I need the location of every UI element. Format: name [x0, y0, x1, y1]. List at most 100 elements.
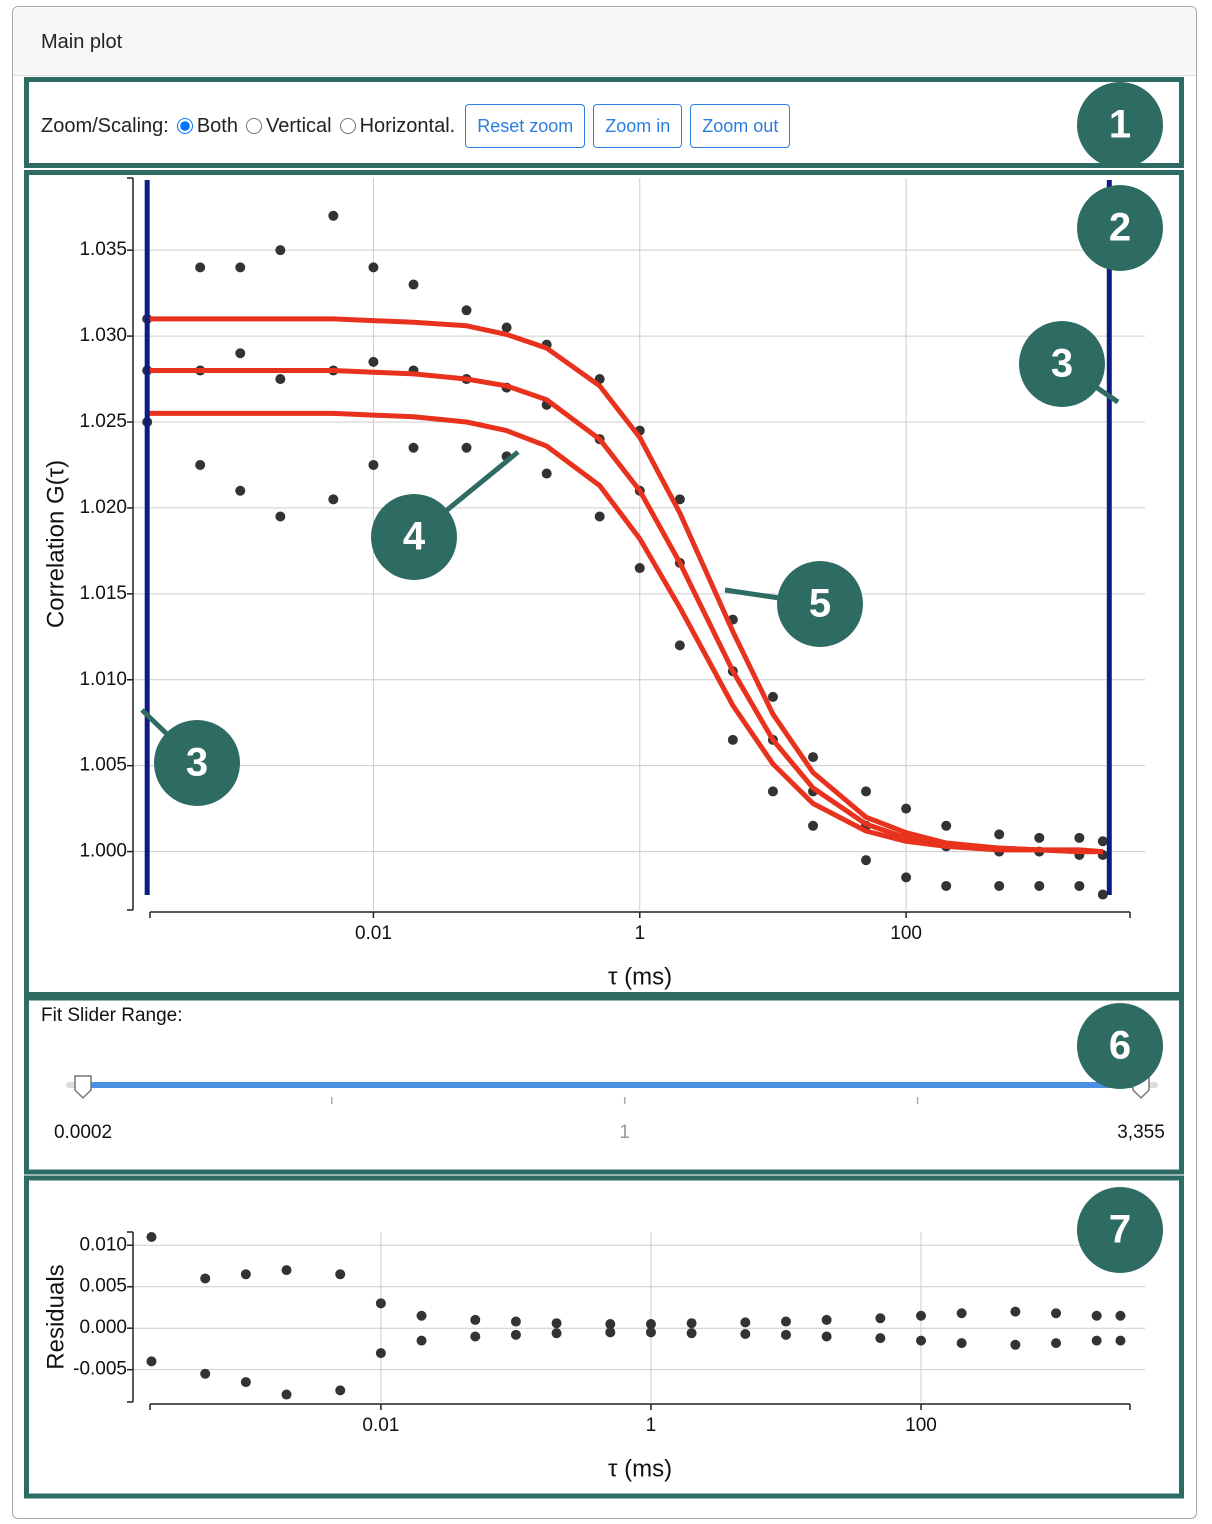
x-tick-label: 1	[634, 923, 645, 944]
button[interactable]: Zoom in	[593, 104, 683, 148]
data-point	[1034, 880, 1045, 891]
data-point	[780, 1329, 791, 1340]
data-point	[375, 1298, 386, 1309]
radio[interactable]	[339, 118, 356, 134]
y-tick-label: 1.025	[79, 411, 127, 432]
data-point	[605, 1327, 616, 1338]
data-point	[275, 245, 286, 256]
radio-label: Both	[196, 114, 238, 137]
data-point	[861, 855, 872, 866]
data-point	[956, 1308, 967, 1319]
data-point	[875, 1313, 886, 1324]
data-point	[328, 494, 339, 505]
radio[interactable]	[246, 118, 262, 134]
data-point	[195, 262, 206, 273]
y-tick-label: 1.015	[79, 583, 127, 604]
data-point	[275, 511, 286, 522]
data-point	[1051, 1308, 1062, 1319]
slider-label: Fit Slider Range:	[41, 1005, 183, 1026]
data-point	[501, 322, 512, 333]
data-point	[740, 1317, 751, 1328]
data-point	[335, 1269, 346, 1280]
data-point	[1034, 832, 1045, 843]
y-tick-label: 0.005	[79, 1276, 127, 1297]
data-point	[235, 348, 246, 359]
data-point	[821, 1331, 832, 1342]
data-point	[956, 1338, 967, 1349]
x-axis-label: τ (ms)	[608, 963, 672, 990]
panel	[24, 170, 1184, 997]
button[interactable]: Zoom out	[690, 104, 791, 148]
data-point	[368, 459, 379, 470]
y-axis-label: Residuals	[42, 1264, 69, 1369]
card: Main plot	[12, 6, 1197, 1519]
data-point	[767, 786, 778, 797]
data-point	[240, 1269, 251, 1280]
x-tick-label: 100	[890, 923, 922, 944]
data-point	[368, 262, 379, 273]
data-point	[634, 563, 645, 574]
y-tick-label: 1.030	[79, 325, 127, 346]
data-point	[916, 1335, 927, 1346]
data-point	[994, 829, 1005, 840]
data-point	[408, 442, 419, 453]
data-point	[740, 1329, 751, 1339]
panel	[24, 995, 1184, 1175]
slider-value-label: 3,355	[1117, 1122, 1165, 1143]
data-point	[674, 640, 685, 651]
y-axis-label: Correlation G(τ)	[42, 460, 69, 628]
data-point	[470, 1331, 481, 1342]
data-point	[551, 1318, 562, 1329]
data-point	[541, 468, 552, 479]
radio-label: Vertical	[266, 114, 332, 137]
data-point	[1115, 1310, 1126, 1321]
x-tick-label: 100	[905, 1415, 937, 1436]
data-point	[146, 1356, 157, 1367]
data-point	[875, 1333, 886, 1344]
slider-handle[interactable]	[74, 1075, 92, 1100]
data-point	[1074, 832, 1085, 843]
data-point	[375, 1348, 386, 1359]
data-point	[674, 494, 685, 505]
data-point	[146, 1231, 157, 1242]
data-point	[780, 1316, 791, 1327]
data-point	[808, 752, 819, 763]
data-point	[328, 210, 339, 221]
data-point	[605, 1319, 616, 1330]
slider-handle[interactable]	[1132, 1075, 1150, 1100]
data-point	[408, 279, 419, 290]
data-point	[501, 451, 512, 462]
panel	[24, 1175, 1184, 1499]
data-point	[235, 485, 246, 496]
slider-tick-label: 1	[619, 1122, 630, 1143]
data-point	[861, 786, 872, 797]
button[interactable]: Reset zoom	[465, 104, 586, 148]
y-tick-label: 0.010	[79, 1234, 127, 1255]
data-point	[727, 734, 738, 745]
y-tick-label: -0.005	[73, 1359, 127, 1380]
slider-value-label: 0.0002	[54, 1122, 112, 1143]
radio[interactable]	[176, 118, 193, 134]
fit-line	[147, 368, 1103, 855]
data-point	[1051, 1338, 1062, 1349]
data-point	[510, 1316, 521, 1327]
data-point	[594, 511, 605, 522]
y-tick-label: 1.020	[79, 497, 127, 518]
data-point	[1115, 1335, 1126, 1346]
data-point	[416, 1310, 427, 1321]
radio-label: Horizontal.	[359, 114, 456, 137]
data-point	[470, 1314, 481, 1325]
data-point	[551, 1328, 562, 1339]
y-tick-label: 1.010	[79, 669, 127, 690]
data-point	[1091, 1335, 1102, 1346]
data-point	[1010, 1306, 1021, 1317]
card-header: Main plot	[13, 7, 1196, 76]
zoom-label: Zoom/Scaling:	[41, 114, 169, 137]
data-point	[416, 1335, 427, 1346]
data-point	[195, 459, 206, 470]
y-tick-label: 0.000	[79, 1317, 127, 1338]
data-point	[808, 820, 819, 831]
data-point	[821, 1314, 832, 1325]
y-tick-label: 1.000	[79, 841, 127, 862]
